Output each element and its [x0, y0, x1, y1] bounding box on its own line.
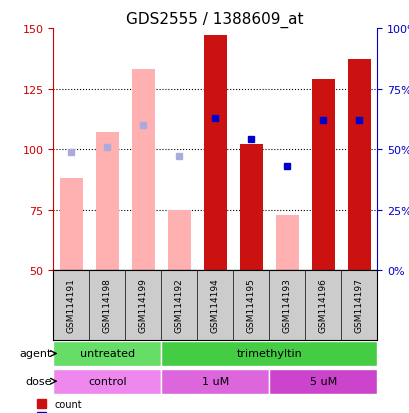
- Bar: [168, 210, 190, 271]
- FancyBboxPatch shape: [53, 341, 161, 366]
- Legend: count, percentile rank within the sample, value, Detection Call = ABSENT, rank, : count, percentile rank within the sample…: [33, 395, 222, 413]
- Text: 5 uM: 5 uM: [309, 376, 336, 386]
- Text: GSM114196: GSM114196: [318, 278, 327, 332]
- Bar: [60, 179, 83, 271]
- Text: dose: dose: [25, 376, 52, 386]
- Text: GSM114197: GSM114197: [354, 278, 363, 332]
- Text: GSM114195: GSM114195: [246, 278, 255, 332]
- FancyBboxPatch shape: [269, 369, 376, 394]
- Bar: [132, 70, 154, 271]
- Text: trimethyltin: trimethyltin: [236, 349, 301, 358]
- Text: control: control: [88, 376, 126, 386]
- FancyBboxPatch shape: [161, 369, 269, 394]
- Bar: [96, 133, 118, 271]
- Bar: [275, 215, 298, 271]
- Text: GSM114194: GSM114194: [210, 278, 219, 332]
- Text: GSM114199: GSM114199: [138, 278, 147, 332]
- Bar: [311, 80, 334, 271]
- Text: untreated: untreated: [79, 349, 135, 358]
- Title: GDS2555 / 1388609_at: GDS2555 / 1388609_at: [126, 12, 303, 28]
- Text: GSM114193: GSM114193: [282, 278, 291, 332]
- Text: GSM114191: GSM114191: [67, 278, 76, 332]
- FancyBboxPatch shape: [161, 341, 376, 366]
- FancyBboxPatch shape: [53, 369, 161, 394]
- Text: GSM114198: GSM114198: [103, 278, 112, 332]
- Bar: [203, 36, 226, 271]
- Text: agent: agent: [19, 349, 52, 358]
- Text: 1 uM: 1 uM: [201, 376, 228, 386]
- Text: GSM114192: GSM114192: [174, 278, 183, 332]
- Bar: [347, 60, 370, 271]
- Bar: [239, 145, 262, 271]
